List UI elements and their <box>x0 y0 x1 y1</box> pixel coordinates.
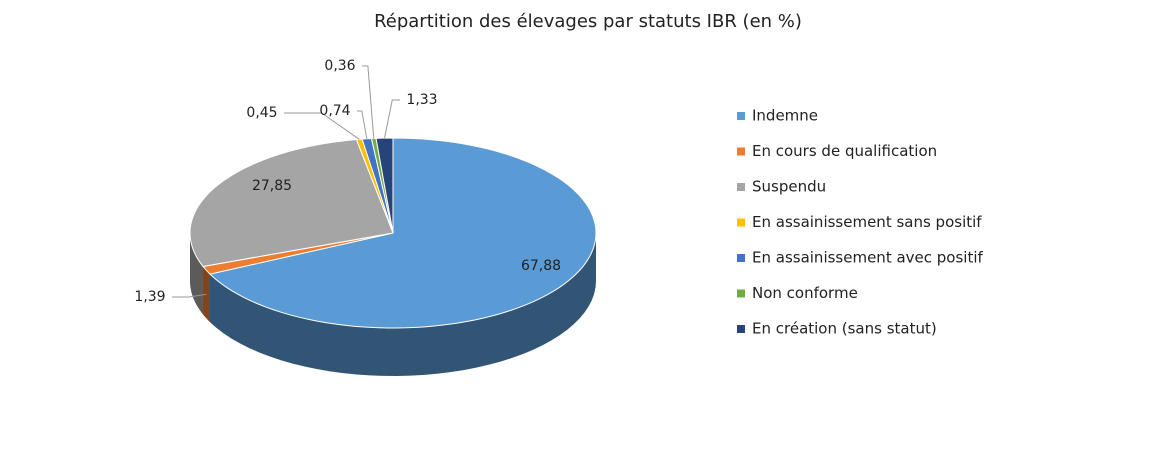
pie-slice <box>208 137 597 329</box>
legend-swatch <box>737 218 745 227</box>
data-label: 1,33 <box>406 92 437 108</box>
leader-line <box>362 65 375 139</box>
legend-label: En assainissement avec positif <box>752 249 984 267</box>
data-label: 0,36 <box>324 58 355 74</box>
legend-label: En création (sans statut) <box>752 320 937 338</box>
legend-label: Suspendu <box>752 178 826 196</box>
leader-line <box>384 99 400 139</box>
data-label: 1,39 <box>134 289 165 305</box>
pie-slice <box>189 139 394 268</box>
pie-sides <box>190 233 596 376</box>
data-label: 0,74 <box>319 103 350 119</box>
legend-swatch <box>737 254 745 262</box>
chart-title: Répartition des élevages par statuts IBR… <box>374 11 802 32</box>
legend-label: En cours de qualification <box>752 142 937 160</box>
slice-side <box>190 233 204 315</box>
slice-side <box>209 233 596 376</box>
data-label: 0,45 <box>246 105 277 121</box>
legend-label: Non conforme <box>752 284 858 302</box>
legend-swatch <box>737 147 745 156</box>
leader-line <box>172 293 207 298</box>
legend-swatch <box>737 112 745 120</box>
slice-side <box>203 266 210 323</box>
leader-line <box>284 112 360 140</box>
data-label: 67,88 <box>521 258 561 274</box>
legend-label: Indemne <box>752 107 818 125</box>
pie-slice <box>375 137 394 234</box>
legend-swatch <box>737 289 745 298</box>
data-label: 27,85 <box>252 178 292 194</box>
legend-swatch <box>737 183 745 191</box>
legend-swatch <box>737 325 745 333</box>
leader-line <box>357 110 368 139</box>
legend-label: En assainissement sans positif <box>752 213 982 231</box>
pie-tops <box>189 137 597 329</box>
